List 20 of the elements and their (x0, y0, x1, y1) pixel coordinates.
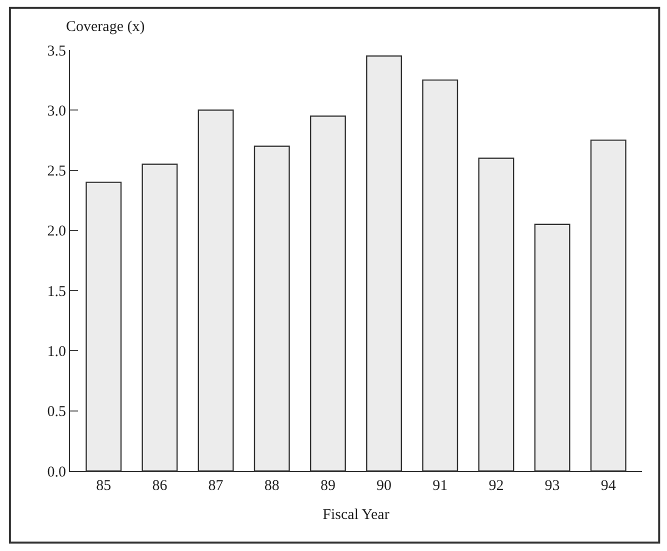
y-tick-label: 3.5 (47, 43, 66, 60)
x-tick-label: 88 (264, 478, 280, 494)
x-tick-label: 92 (488, 478, 504, 494)
x-tick-label: 85 (96, 478, 112, 494)
y-tick-label: 2.0 (47, 224, 66, 240)
y-tick-label: 0.0 (47, 464, 66, 480)
y-tick-label: 1.5 (47, 284, 66, 300)
x-tick-label: 91 (432, 478, 448, 494)
y-tick-label: 1.0 (47, 344, 66, 360)
x-tick-label: 93 (544, 478, 560, 494)
x-tick-label: 94 (600, 478, 616, 494)
y-tick-label: 2.5 (47, 164, 66, 180)
x-tick-label: 89 (320, 478, 336, 494)
x-axis-title: Fiscal Year (322, 507, 390, 523)
x-tick-label: 86 (152, 478, 168, 494)
y-axis-title: Coverage (x) (66, 19, 145, 35)
y-tick-label: 0.5 (47, 404, 66, 420)
y-tick-label: 3.0 (47, 103, 66, 120)
x-tick-label: 90 (376, 478, 392, 494)
x-tick-label: 87 (208, 478, 224, 494)
